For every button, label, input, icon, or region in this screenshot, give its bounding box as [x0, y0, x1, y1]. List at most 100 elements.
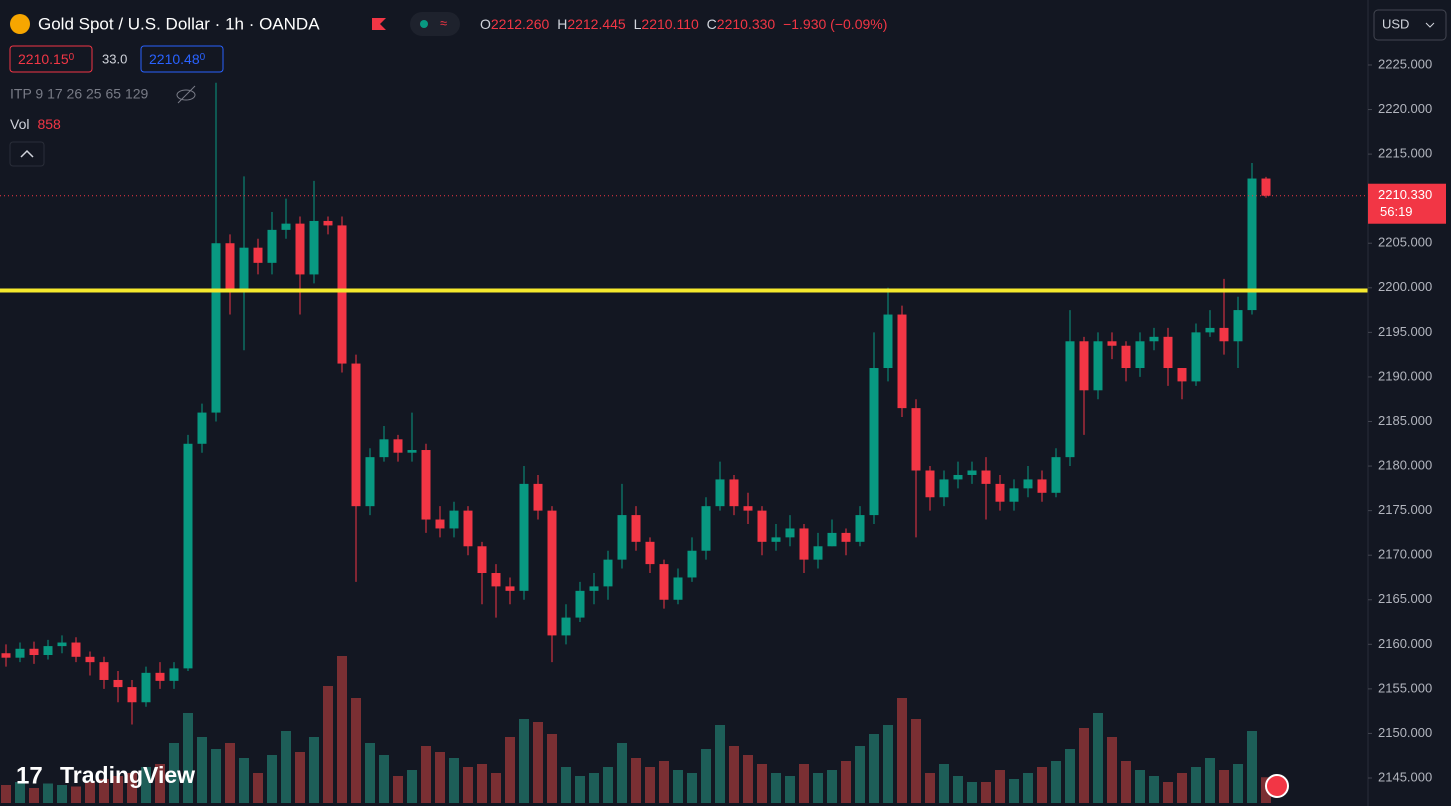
price-tag	[1368, 183, 1446, 224]
candle-body	[365, 457, 375, 507]
candle-body	[29, 648, 39, 656]
volume-bar	[477, 764, 487, 803]
candle-body	[463, 510, 473, 547]
volume-bar	[1247, 731, 1257, 803]
candle-body	[99, 662, 109, 680]
status-icon: ≈	[440, 15, 447, 30]
volume-label: Vol	[10, 116, 29, 132]
candle-body	[491, 573, 501, 587]
event-icon[interactable]	[1265, 774, 1289, 798]
symbol-title: Gold Spot / U.S. Dollar · 1h · OANDA	[38, 14, 320, 33]
candle-body	[267, 229, 277, 263]
volume-bar	[813, 773, 823, 803]
volume-bar	[939, 764, 949, 803]
candle-body	[995, 483, 1005, 502]
volume-bar	[225, 743, 235, 803]
volume-bar	[617, 743, 627, 803]
candle-body	[869, 368, 879, 516]
volume-bar	[463, 767, 473, 803]
ask-price: 2210.48	[149, 51, 200, 67]
volume-bar	[1, 785, 11, 803]
volume-bar	[449, 758, 459, 803]
candle-body	[1219, 327, 1229, 342]
volume-bar	[491, 773, 501, 803]
volume-bar	[57, 785, 67, 803]
candle-body	[757, 510, 767, 542]
ask-pip: 0	[200, 52, 206, 63]
candle-body	[799, 528, 809, 560]
collapse-button[interactable]	[9, 141, 45, 167]
candle-body	[1, 653, 11, 658]
logo-text: TradingView	[60, 762, 195, 788]
candle-body	[603, 559, 613, 587]
candle-body	[715, 479, 725, 507]
buy-button[interactable]	[140, 45, 224, 73]
volume-bar	[197, 737, 207, 803]
volume-bar	[1037, 767, 1047, 803]
bid-pip: 0	[69, 52, 75, 63]
volume-bar	[1079, 728, 1089, 803]
status-pill[interactable]	[410, 12, 460, 36]
volume-bar	[869, 734, 879, 803]
candle-body	[687, 550, 697, 578]
candle-body	[631, 515, 641, 542]
volume-bar	[99, 779, 109, 803]
volume-bar	[379, 755, 389, 803]
candle-body	[71, 642, 81, 657]
candle-body	[519, 483, 529, 591]
y-tick-label: 2225.000	[1378, 56, 1432, 71]
volume-bar	[365, 743, 375, 803]
currency-button[interactable]	[1373, 9, 1447, 41]
volume-bar	[981, 782, 991, 803]
candle-body	[323, 220, 333, 226]
candle-body	[253, 247, 263, 263]
y-tick-label: 2180.000	[1378, 457, 1432, 472]
volume-bar	[435, 752, 445, 803]
y-tick-label: 2160.000	[1378, 636, 1432, 651]
volume-bar	[141, 767, 151, 803]
volume-bar	[967, 782, 977, 803]
candle-body	[561, 617, 571, 636]
candle-body	[827, 532, 837, 547]
candle-body	[505, 586, 515, 591]
sell-button[interactable]	[9, 45, 93, 73]
volume-bar	[1051, 761, 1061, 803]
candle-body	[1065, 341, 1075, 458]
volume-bar	[547, 734, 557, 803]
volume-bar	[589, 773, 599, 803]
candle-body	[57, 642, 67, 647]
candle-body	[141, 672, 151, 703]
candle-body	[1121, 345, 1131, 369]
candle-body	[771, 537, 781, 542]
status-dot	[420, 20, 428, 28]
candle-body	[43, 646, 53, 656]
candle-body	[1037, 479, 1047, 493]
candle-body	[379, 439, 389, 458]
close-label: C	[707, 16, 717, 32]
currency: USD	[1382, 16, 1409, 31]
volume-bar	[1121, 761, 1131, 803]
candle-body	[239, 247, 249, 293]
volume-bar	[1205, 758, 1215, 803]
volume-bar	[519, 719, 529, 803]
volume-bar	[1191, 767, 1201, 803]
hide-icon[interactable]	[176, 85, 196, 104]
spread: 33.0	[102, 51, 127, 66]
volume-bar	[827, 770, 837, 803]
indicator-legend: ITP 9 17 26 25 65 129	[10, 86, 149, 102]
candle-body	[533, 483, 543, 511]
candle-body	[85, 656, 95, 663]
candle-body	[1051, 457, 1061, 493]
y-tick-label: 2170.000	[1378, 547, 1432, 562]
y-tick-label: 2175.000	[1378, 502, 1432, 517]
candle-body	[295, 223, 305, 275]
volume-bar	[1149, 776, 1159, 803]
candle-body	[1093, 341, 1103, 391]
y-tick-label: 2155.000	[1378, 680, 1432, 695]
volume-bar	[309, 737, 319, 803]
volume-bar	[785, 776, 795, 803]
candle-body	[841, 532, 851, 542]
volume-bar	[687, 773, 697, 803]
